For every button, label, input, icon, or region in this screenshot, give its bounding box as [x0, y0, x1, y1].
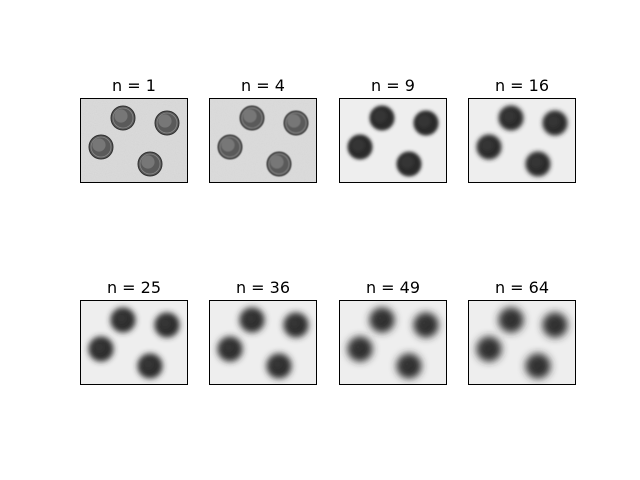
coin-image-svg — [81, 99, 187, 182]
coin-relief — [373, 311, 387, 325]
coin-image — [468, 300, 576, 385]
coin-rim — [268, 153, 290, 175]
coin-relief — [417, 114, 431, 128]
coin-image-svg — [469, 301, 575, 384]
panel-title: n = 36 — [235, 278, 291, 297]
panel-title: n = 64 — [494, 278, 550, 297]
coin-relief — [270, 155, 284, 169]
coin-relief — [480, 340, 494, 354]
coin-rim — [219, 136, 241, 158]
coin-relief — [114, 109, 128, 123]
panel-7: n = 49 — [339, 277, 447, 387]
coin-relief — [502, 311, 516, 325]
coin-relief — [92, 138, 106, 152]
coin-relief — [243, 311, 257, 325]
coins — [88, 105, 180, 177]
coin-relief — [480, 138, 494, 152]
panel-3: n = 9 — [339, 75, 447, 185]
coin-relief — [270, 357, 284, 371]
coin-image-svg — [340, 301, 446, 384]
coin-rim — [90, 136, 112, 158]
panel-8: n = 64 — [468, 277, 576, 387]
coins — [217, 307, 309, 379]
coins — [347, 307, 439, 379]
coin-image — [339, 300, 447, 385]
coin-image — [209, 300, 317, 385]
coin-relief — [529, 357, 543, 371]
coins — [476, 307, 568, 379]
coin-relief — [546, 316, 560, 330]
coin-relief — [158, 316, 172, 330]
coins — [347, 105, 439, 177]
panel-title: n = 4 — [241, 76, 285, 95]
coin-relief — [351, 340, 365, 354]
coin-relief — [417, 316, 431, 330]
coin-image — [468, 98, 576, 183]
coin-image-svg — [469, 99, 575, 182]
coin-relief — [529, 155, 543, 169]
coin-rim — [241, 107, 263, 129]
coin-image — [209, 98, 317, 183]
coin-relief — [400, 357, 414, 371]
coin-image-svg — [81, 301, 187, 384]
coin-relief — [92, 340, 106, 354]
coins — [88, 307, 180, 379]
panel-title: n = 9 — [371, 76, 415, 95]
coin-relief — [221, 138, 235, 152]
coin-relief — [221, 340, 235, 354]
panel-title: n = 25 — [106, 278, 162, 297]
coin-rim — [156, 112, 178, 134]
coin-rim — [285, 112, 307, 134]
coin-relief — [141, 357, 155, 371]
coin-relief — [373, 109, 387, 123]
coin-relief — [141, 155, 155, 169]
coins — [476, 105, 568, 177]
coin-relief — [502, 109, 516, 123]
coin-relief — [287, 316, 301, 330]
coin-relief — [546, 114, 560, 128]
coin-rim — [139, 153, 161, 175]
coin-image-svg — [210, 301, 316, 384]
panel-5: n = 25 — [80, 277, 188, 387]
coin-relief — [114, 311, 128, 325]
coin-image — [339, 98, 447, 183]
coin-image-svg — [210, 99, 316, 182]
coins — [217, 105, 309, 177]
panel-1: n = 1 — [80, 75, 188, 185]
coin-relief — [287, 114, 301, 128]
panel-title: n = 16 — [494, 76, 550, 95]
panel-4: n = 16 — [468, 75, 576, 185]
panel-2: n = 4 — [209, 75, 317, 185]
coin-rim — [112, 107, 134, 129]
panel-6: n = 36 — [209, 277, 317, 387]
panel-title: n = 1 — [112, 76, 156, 95]
coin-relief — [243, 109, 257, 123]
coin-image — [80, 98, 188, 183]
coin-relief — [400, 155, 414, 169]
coin-image-svg — [340, 99, 446, 182]
coin-relief — [158, 114, 172, 128]
coin-image — [80, 300, 188, 385]
panel-title: n = 49 — [365, 278, 421, 297]
coin-relief — [351, 138, 365, 152]
